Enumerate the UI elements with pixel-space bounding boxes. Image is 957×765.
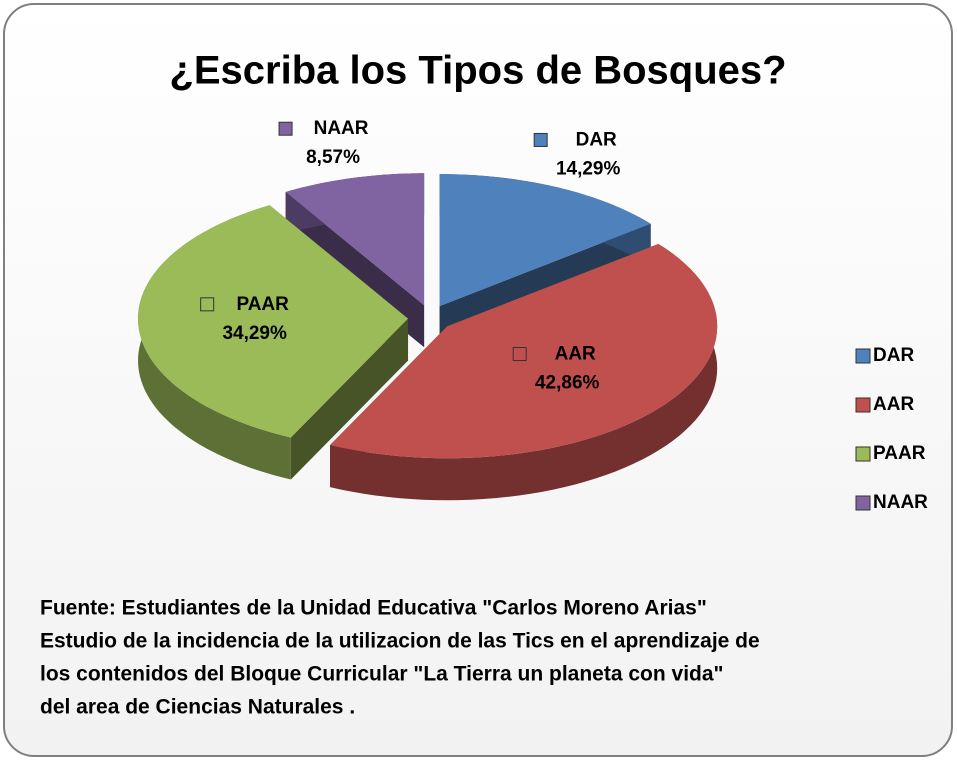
data-label: 8,57% (306, 147, 360, 168)
slice-top (138, 205, 409, 438)
label-swatch (533, 132, 548, 147)
legend-label: DAR (873, 345, 914, 366)
data-label-name: NAAR (314, 118, 369, 139)
legend-label: NAAR (873, 492, 928, 513)
source-note: Estudio de la incidencia de la utilizaci… (40, 630, 760, 653)
source-note: del area de Ciencias Naturales . (40, 696, 355, 719)
legend-swatch (855, 397, 871, 413)
slice-wall (290, 318, 409, 480)
data-label-name: AAR (555, 344, 596, 365)
chart-title: ¿Escriba los Tipos de Bosques? (169, 49, 786, 93)
legend-label: AAR (873, 394, 914, 415)
label-swatch (278, 121, 293, 136)
data-label: 34,29% (222, 323, 287, 344)
data-label: 14,29% (556, 158, 621, 179)
legend-swatch (855, 446, 871, 462)
slice-top (285, 173, 425, 306)
slice-side (330, 243, 718, 501)
data-label: 42,86% (535, 373, 600, 394)
source-note: Fuente: Estudiantes de la Unidad Educati… (40, 597, 707, 620)
pie-slice (138, 205, 409, 480)
legend-label: PAAR (873, 443, 926, 464)
data-label-name: DAR (576, 129, 617, 150)
source-note: los contenidos del Bloque Curricular "La… (40, 663, 724, 686)
label-swatch (200, 297, 215, 312)
legend-swatch (855, 495, 871, 511)
label-swatch (512, 347, 527, 362)
legend-swatch (855, 348, 871, 364)
data-label-name: PAAR (236, 294, 289, 315)
slice-top (439, 174, 651, 307)
